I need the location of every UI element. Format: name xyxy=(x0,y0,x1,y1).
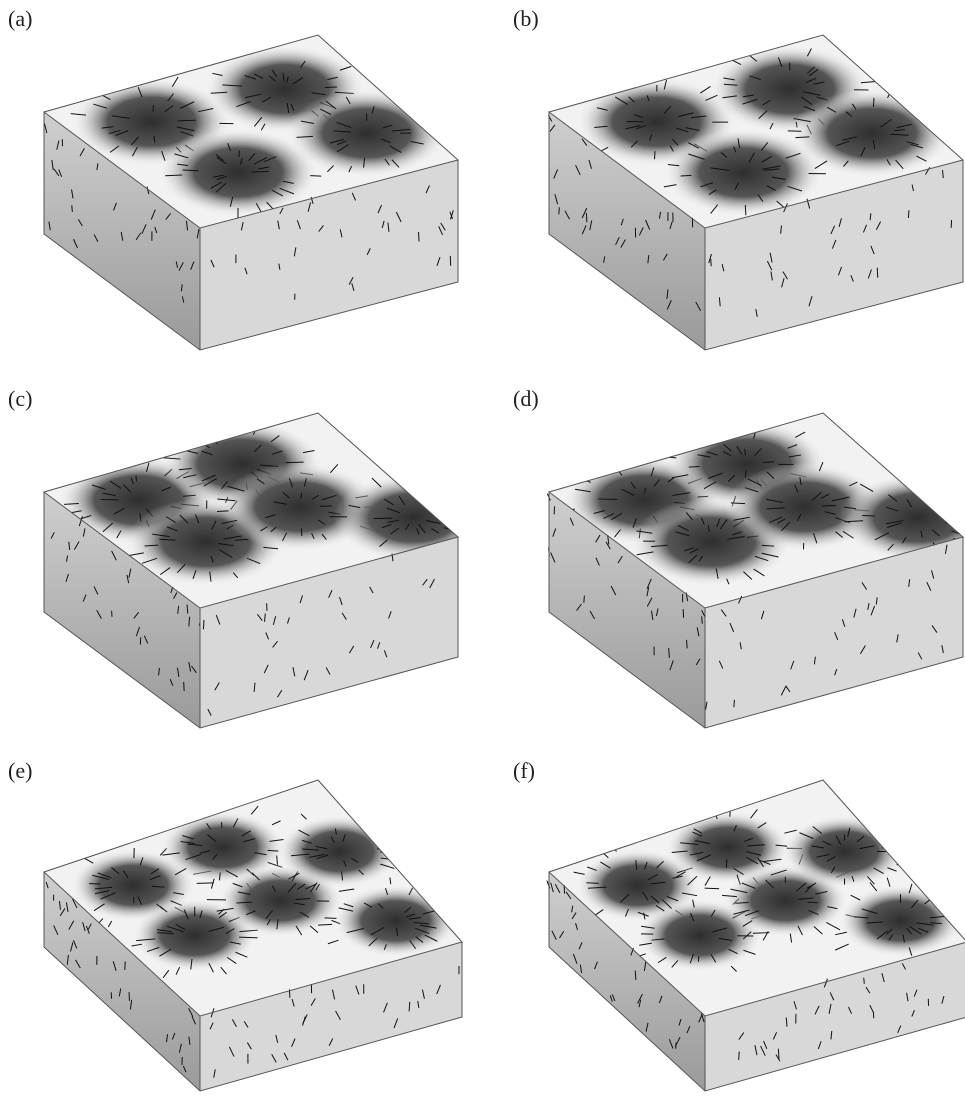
convection-box-b xyxy=(505,0,965,360)
convection-box-f xyxy=(505,752,965,1091)
panel-f: (f) xyxy=(505,752,965,1112)
panel-a: (a) xyxy=(0,0,460,360)
convection-box-c xyxy=(0,380,460,740)
convection-box-e xyxy=(0,752,460,1091)
panel-d: (d) xyxy=(505,380,965,740)
panel-c: (c) xyxy=(0,380,460,740)
panel-b: (b) xyxy=(505,0,965,360)
convection-box-a xyxy=(0,0,460,360)
convection-box-d xyxy=(505,380,965,740)
panel-e: (e) xyxy=(0,752,460,1112)
